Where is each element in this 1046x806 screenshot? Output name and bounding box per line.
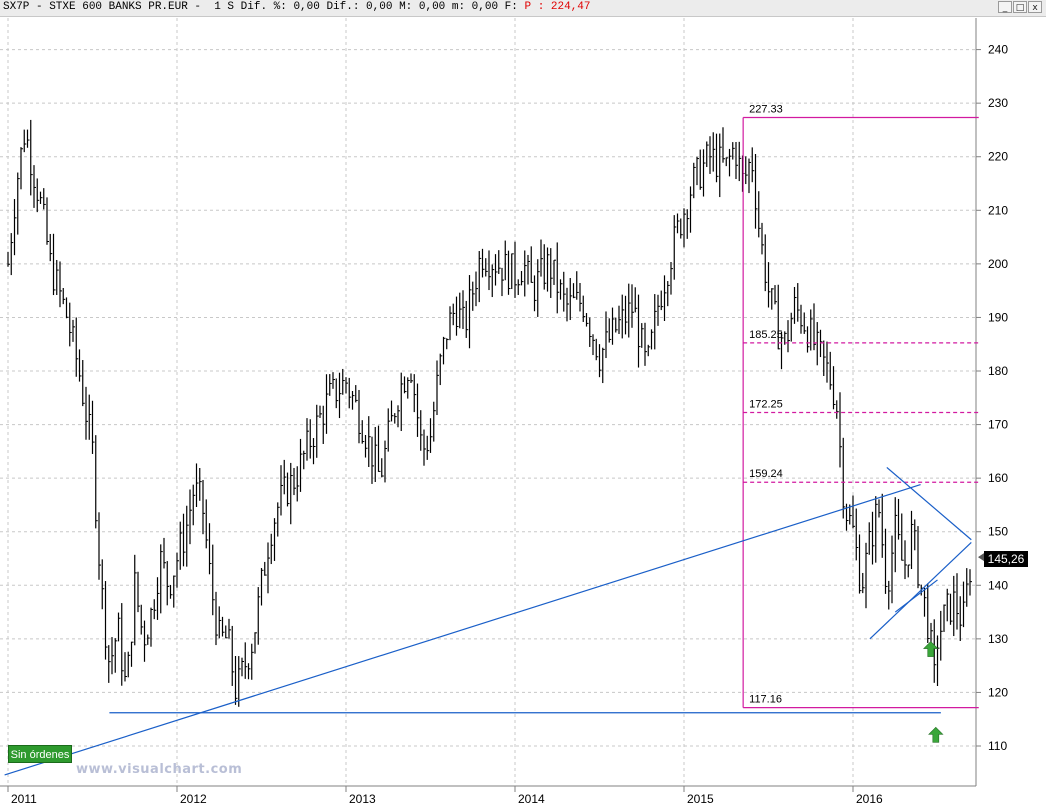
window-titlebar: SX7P - STXE 600 BANKS PR.EUR - 1 S Dif. … [0,0,1046,17]
orders-button[interactable]: Sin órdenes [8,745,72,763]
fibonacci-retracement: 227.33 185.25 172.25 159.24 117.16 [742,103,979,709]
y-tick-label: 220 [988,150,1008,164]
last-price-badge: 145,26 [984,551,1028,567]
x-tick-label: 2012 [180,792,207,806]
x-tick-label: 2014 [518,792,545,806]
fib-level-label: 227.33 [749,103,783,115]
y-tick-label: 210 [988,203,1008,217]
y-tick-label: 180 [988,364,1008,378]
y-tick-label: 170 [988,418,1008,432]
up-arrow-icon [923,641,939,657]
chart-grid [0,18,976,786]
y-tick-label: 140 [988,578,1008,592]
y-tick-label: 110 [988,739,1007,753]
channel-inner [894,579,938,613]
up-arrow-icon [928,726,944,743]
x-tick-label: 2011 [11,792,37,806]
fib-level-label: 117.16 [749,694,782,706]
triangle-lower [869,541,972,640]
last-price-text: P : 224,47 [524,1,591,13]
y-tick-label: 200 [988,257,1008,271]
y-tick-label: 120 [988,685,1008,699]
watermark: www.visualchart.com [76,762,243,777]
trendlines [4,466,972,776]
y-tick-label: 160 [988,471,1008,485]
minimize-button[interactable]: _ [998,1,1012,13]
y-tick-label: 230 [988,96,1008,110]
y-axis-ticks: 110 120 130 140 150 160 170 180 190 200 210 220 230 2… [976,43,1008,753]
y-tick-label: 240 [988,43,1008,57]
chart-title: SX7P - STXE 600 BANKS PR.EUR - 1 S Dif. … [3,1,591,13]
rising-trendline [4,484,921,776]
x-tick-label: 2016 [856,792,883,806]
x-tick-label: 2015 [687,792,714,806]
triangle-upper [886,466,972,541]
y-tick-label: 190 [988,310,1008,324]
fib-level-label: 159.24 [749,468,783,480]
x-axis-ticks: 2011 2012 2013 2014 2015 2016 [7,786,883,806]
y-tick-label: 150 [988,525,1008,539]
signal-arrows [923,553,984,743]
left-arrow-icon [978,553,984,562]
x-tick-label: 2013 [349,792,376,806]
maximize-button[interactable]: □ [1013,1,1027,13]
fib-level-label: 185.25 [749,329,783,341]
y-tick-label: 130 [988,632,1008,646]
close-button[interactable]: x [1028,1,1042,13]
fib-level-label: 172.25 [749,399,783,411]
ohlc-bars [7,119,972,707]
